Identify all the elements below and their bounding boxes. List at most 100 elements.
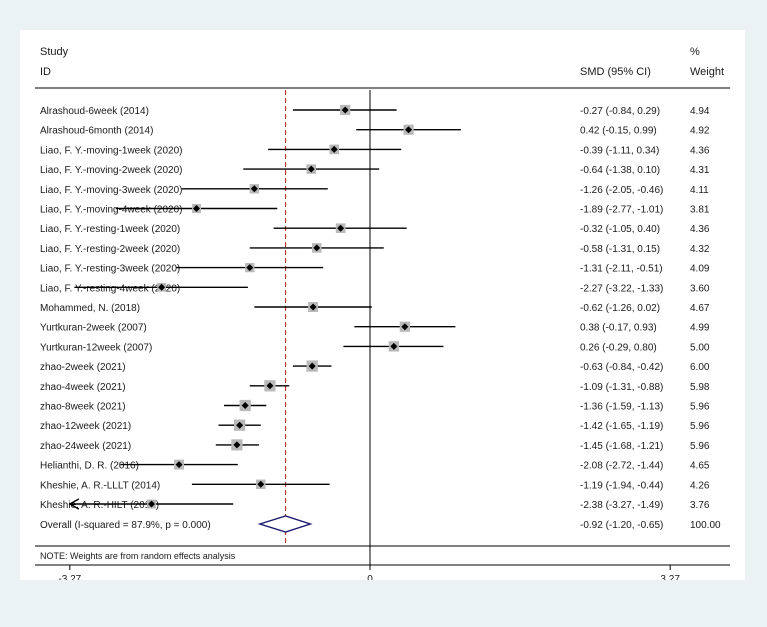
note: NOTE: Weights are from random effects an… <box>40 551 236 561</box>
study-row: Liao, F. Y.-moving-4week (2020) -1.89 (-2… <box>40 204 710 216</box>
study-ci: -2.08 (-2.72, -1.44) <box>580 461 663 472</box>
study-weight: 4.99 <box>690 323 710 334</box>
x-tick-label: -3.27 <box>58 574 81 580</box>
study-label: Alrashoud-6week (2014) <box>40 106 149 117</box>
study-ci: -0.27 (-0.84, 0.29) <box>580 106 660 117</box>
point-estimate <box>246 264 254 272</box>
header-weight: Weight <box>690 66 724 78</box>
point-estimate <box>330 145 338 153</box>
study-ci: -0.32 (-1.05, 0.40) <box>580 224 660 235</box>
study-label: Liao, F. Y.-moving-2week (2020) <box>40 165 183 176</box>
study-weight: 5.98 <box>690 382 710 393</box>
ci-arrow-left <box>68 498 80 510</box>
study-weight: 4.36 <box>690 224 710 235</box>
study-label: Alrashoud-6month (2014) <box>40 126 153 137</box>
study-row: zhao-4week (2021) -1.09 (-1.31, -0.88) 5.9… <box>40 380 710 393</box>
study-ci: -1.36 (-1.59, -1.13) <box>580 402 663 413</box>
point-estimate <box>158 283 166 291</box>
study-weight: 4.09 <box>690 264 710 275</box>
study-ci: 0.38 (-0.17, 0.93) <box>580 323 657 334</box>
point-estimate <box>175 461 183 469</box>
point-estimate <box>405 126 413 134</box>
study-ci: -1.31 (-2.11, -0.51) <box>580 264 663 275</box>
study-rows: Alrashoud-6week (2014) -0.27 (-0.84, 0.29… <box>40 104 710 511</box>
study-weight: 5.96 <box>690 441 710 452</box>
study-label: Liao, F. Y.-resting-3week (2020) <box>40 264 180 275</box>
study-label: Liao, F. Y.-moving-1week (2020) <box>40 145 183 156</box>
study-label: Liao, F. Y.-moving-4week (2020) <box>40 205 183 216</box>
study-row: zhao-2week (2021) -0.63 (-0.84, -0.42) 6.0… <box>40 360 710 373</box>
study-weight: 4.92 <box>690 126 710 137</box>
study-ci: -1.19 (-1.94, -0.44) <box>580 480 663 491</box>
study-ci: -2.27 (-3.22, -1.33) <box>580 283 663 294</box>
header-id: ID <box>40 66 51 78</box>
study-ci: -0.58 (-1.31, 0.15) <box>580 244 660 255</box>
study-label: Liao, F. Y.-resting-2week (2020) <box>40 244 180 255</box>
point-estimate <box>148 500 156 508</box>
study-ci: -1.26 (-2.05, -0.46) <box>580 185 663 196</box>
point-estimate <box>257 480 265 488</box>
point-estimate <box>313 244 321 252</box>
study-label: Kheshie, A. R.-LLLT (2014) <box>40 480 160 491</box>
x-axis-ticks: -3.27 0 3.27 <box>58 565 680 585</box>
study-row: zhao-12week (2021) -1.42 (-1.65, -1.19) 5.… <box>40 419 710 432</box>
study-label: zhao-24week (2021) <box>40 441 131 452</box>
study-label: zhao-8week (2021) <box>40 402 126 413</box>
study-weight: 4.94 <box>690 106 710 117</box>
overall-ci: -0.92 (-1.20, -0.65) <box>580 520 663 531</box>
study-row: Mohammed, N. (2018) -0.62 (-1.26, 0.02) 4.… <box>40 302 710 314</box>
study-ci: -1.09 (-1.31, -0.88) <box>580 382 663 393</box>
forest-plot: Study ID SMD (95% CI) % Weight Alrashoud… <box>35 46 730 585</box>
overall-label: Overall (I-squared = 87.9%, p = 0.000) <box>40 520 211 531</box>
study-weight: 4.26 <box>690 480 710 491</box>
study-label: Yurtkuran-2week (2007) <box>40 323 147 334</box>
study-label: Liao, F. Y.-moving-3week (2020) <box>40 185 183 196</box>
study-label: Liao, F. Y.-resting-4week (2020) <box>40 283 180 294</box>
study-label: zhao-12week (2021) <box>40 421 131 432</box>
point-estimate <box>307 165 315 173</box>
study-label: Yurtkuran-12week (2007) <box>40 342 152 353</box>
study-label: zhao-2week (2021) <box>40 362 126 373</box>
point-estimate <box>266 382 274 390</box>
study-row: Kheshie, A. R.-HILT (2014) -2.38 (-3.27, … <box>40 498 710 511</box>
study-weight: 3.60 <box>690 283 710 294</box>
header-study: Study <box>40 46 69 58</box>
study-row: Yurtkuran-2week (2007) 0.38 (-0.17, 0.93)… <box>40 321 710 334</box>
study-label: Mohammed, N. (2018) <box>40 303 140 314</box>
study-label: Kheshie, A. R.-HILT (2014) <box>40 500 159 511</box>
study-ci: -2.38 (-3.27, -1.49) <box>580 500 663 511</box>
study-row: Liao, F. Y.-moving-3week (2020) -1.26 (-2… <box>40 184 709 196</box>
study-row: Liao, F. Y.-moving-1week (2020) -0.39 (-1… <box>40 144 710 156</box>
study-label: Helianthi, D. R. (2016) <box>40 461 139 472</box>
point-estimate <box>308 362 316 370</box>
study-weight: 6.00 <box>690 362 710 373</box>
header-percent: % <box>690 46 700 58</box>
point-estimate <box>233 441 241 449</box>
study-label: Liao, F. Y.-resting-1week (2020) <box>40 224 180 235</box>
point-estimate <box>390 342 398 350</box>
study-weight: 4.65 <box>690 461 710 472</box>
overall-diamond <box>257 515 313 533</box>
study-row: zhao-8week (2021) -1.36 (-1.59, -1.13) 5.9… <box>40 399 710 413</box>
study-row: Liao, F. Y.-resting-3week (2020) -1.31 (-… <box>40 262 710 275</box>
study-ci: 0.42 (-0.15, 0.99) <box>580 126 657 137</box>
study-weight: 4.36 <box>690 145 710 156</box>
study-label: zhao-4week (2021) <box>40 382 126 393</box>
study-ci: -1.89 (-2.77, -1.01) <box>580 205 663 216</box>
study-row: Alrashoud-6week (2014) -0.27 (-0.84, 0.29… <box>40 104 710 117</box>
study-weight: 4.67 <box>690 303 710 314</box>
point-estimate <box>341 106 349 114</box>
overall-weight: 100.00 <box>690 520 721 531</box>
study-ci: -0.62 (-1.26, 0.02) <box>580 303 660 314</box>
point-estimate <box>236 421 244 429</box>
study-weight: 5.00 <box>690 342 710 353</box>
point-estimate <box>241 402 249 409</box>
study-ci: -0.64 (-1.38, 0.10) <box>580 165 660 176</box>
study-weight: 5.96 <box>690 421 710 432</box>
study-ci: -0.39 (-1.11, 0.34) <box>580 145 659 156</box>
study-row: Helianthi, D. R. (2016) -2.08 (-2.72, -1.… <box>40 459 710 472</box>
point-estimate <box>401 323 409 331</box>
study-ci: 0.26 (-0.29, 0.80) <box>580 342 657 353</box>
study-row: Liao, F. Y.-resting-2week (2020) -0.58 (-… <box>40 243 710 255</box>
study-weight: 4.31 <box>690 165 710 176</box>
